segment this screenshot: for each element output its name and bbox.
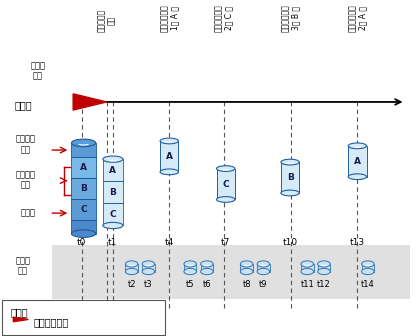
Ellipse shape: [362, 268, 374, 275]
Ellipse shape: [362, 261, 374, 267]
Ellipse shape: [281, 159, 299, 165]
FancyBboxPatch shape: [281, 162, 299, 193]
Ellipse shape: [217, 197, 235, 202]
Text: C: C: [110, 210, 116, 219]
FancyBboxPatch shape: [201, 264, 213, 271]
Ellipse shape: [348, 143, 367, 149]
Ellipse shape: [217, 166, 235, 171]
Ellipse shape: [184, 261, 196, 267]
FancyBboxPatch shape: [318, 264, 330, 271]
Ellipse shape: [240, 268, 253, 275]
Ellipse shape: [257, 261, 270, 267]
FancyBboxPatch shape: [160, 141, 178, 172]
FancyBboxPatch shape: [184, 264, 196, 271]
Text: B: B: [287, 173, 293, 182]
FancyBboxPatch shape: [52, 245, 410, 299]
FancyBboxPatch shape: [71, 157, 96, 178]
FancyBboxPatch shape: [71, 178, 96, 199]
Text: 檔案群組備份
2「 A 」: 檔案群組備份 2「 A 」: [348, 4, 367, 32]
Ellipse shape: [142, 268, 155, 275]
Text: t12: t12: [317, 280, 331, 289]
Text: 記錄檔
備份: 記錄檔 備份: [15, 256, 31, 276]
Text: 索引鍵: 索引鍵: [10, 307, 28, 318]
Text: t6: t6: [203, 280, 211, 289]
Ellipse shape: [348, 174, 367, 179]
Text: B: B: [80, 184, 87, 193]
Ellipse shape: [142, 261, 155, 267]
Ellipse shape: [125, 261, 138, 267]
Text: 檔案群組備份
2「 C 」: 檔案群組備份 2「 C 」: [214, 4, 233, 32]
Ellipse shape: [103, 222, 123, 228]
FancyBboxPatch shape: [103, 203, 123, 225]
Polygon shape: [73, 94, 107, 110]
Text: t9: t9: [259, 280, 268, 289]
Text: 主要檔案
群組: 主要檔案 群組: [16, 134, 36, 154]
FancyBboxPatch shape: [103, 159, 123, 181]
FancyBboxPatch shape: [125, 264, 138, 271]
Text: 記錄檔: 記錄檔: [21, 209, 36, 218]
FancyBboxPatch shape: [217, 169, 235, 200]
Text: A: A: [80, 163, 87, 172]
FancyBboxPatch shape: [142, 264, 155, 271]
Text: 檔案群組備份
3「 B 」: 檔案群組備份 3「 B 」: [281, 4, 300, 32]
FancyBboxPatch shape: [71, 143, 96, 157]
Ellipse shape: [125, 268, 138, 275]
Text: t0: t0: [77, 239, 86, 248]
Text: t13: t13: [350, 239, 365, 248]
Text: A: A: [110, 166, 116, 175]
Text: C: C: [80, 205, 87, 214]
Text: t7: t7: [221, 239, 230, 248]
Text: t14: t14: [361, 280, 375, 289]
FancyBboxPatch shape: [71, 220, 96, 234]
Ellipse shape: [281, 190, 299, 196]
Text: 次要檔案
群組: 次要檔案 群組: [16, 170, 36, 190]
Text: 資料庫
建立: 資料庫 建立: [30, 61, 45, 81]
Ellipse shape: [184, 268, 196, 275]
Text: t2: t2: [127, 280, 136, 289]
FancyBboxPatch shape: [103, 181, 123, 203]
Text: B: B: [110, 188, 116, 197]
FancyBboxPatch shape: [301, 264, 314, 271]
Text: 檔案群組備份
1「 A 」: 檔案群組備份 1「 A 」: [160, 4, 179, 32]
Text: C: C: [222, 179, 229, 188]
Text: A: A: [354, 157, 361, 166]
Ellipse shape: [71, 139, 96, 147]
Ellipse shape: [301, 268, 314, 275]
Ellipse shape: [160, 138, 178, 144]
FancyBboxPatch shape: [362, 264, 374, 271]
Text: t3: t3: [144, 280, 153, 289]
FancyBboxPatch shape: [2, 300, 165, 335]
Ellipse shape: [318, 261, 330, 267]
Ellipse shape: [160, 169, 178, 175]
FancyBboxPatch shape: [240, 264, 253, 271]
Text: t4: t4: [165, 239, 174, 248]
Ellipse shape: [301, 261, 314, 267]
Ellipse shape: [318, 268, 330, 275]
Text: t11: t11: [301, 280, 314, 289]
FancyBboxPatch shape: [348, 146, 367, 177]
FancyBboxPatch shape: [257, 264, 270, 271]
Ellipse shape: [201, 261, 213, 267]
Ellipse shape: [103, 156, 123, 162]
Text: t5: t5: [186, 280, 194, 289]
Ellipse shape: [257, 268, 270, 275]
Ellipse shape: [201, 268, 213, 275]
Text: A: A: [166, 152, 173, 161]
Polygon shape: [13, 317, 28, 322]
Ellipse shape: [240, 261, 253, 267]
Text: t1: t1: [108, 239, 117, 248]
Text: t10: t10: [283, 239, 298, 248]
Text: 工作損失風險: 工作損失風險: [33, 317, 69, 327]
Text: t8: t8: [242, 280, 251, 289]
Ellipse shape: [71, 230, 96, 237]
FancyBboxPatch shape: [71, 199, 96, 220]
Text: 時間表: 時間表: [14, 100, 32, 110]
Text: 完整資料庫
備份: 完整資料庫 備份: [97, 9, 116, 32]
